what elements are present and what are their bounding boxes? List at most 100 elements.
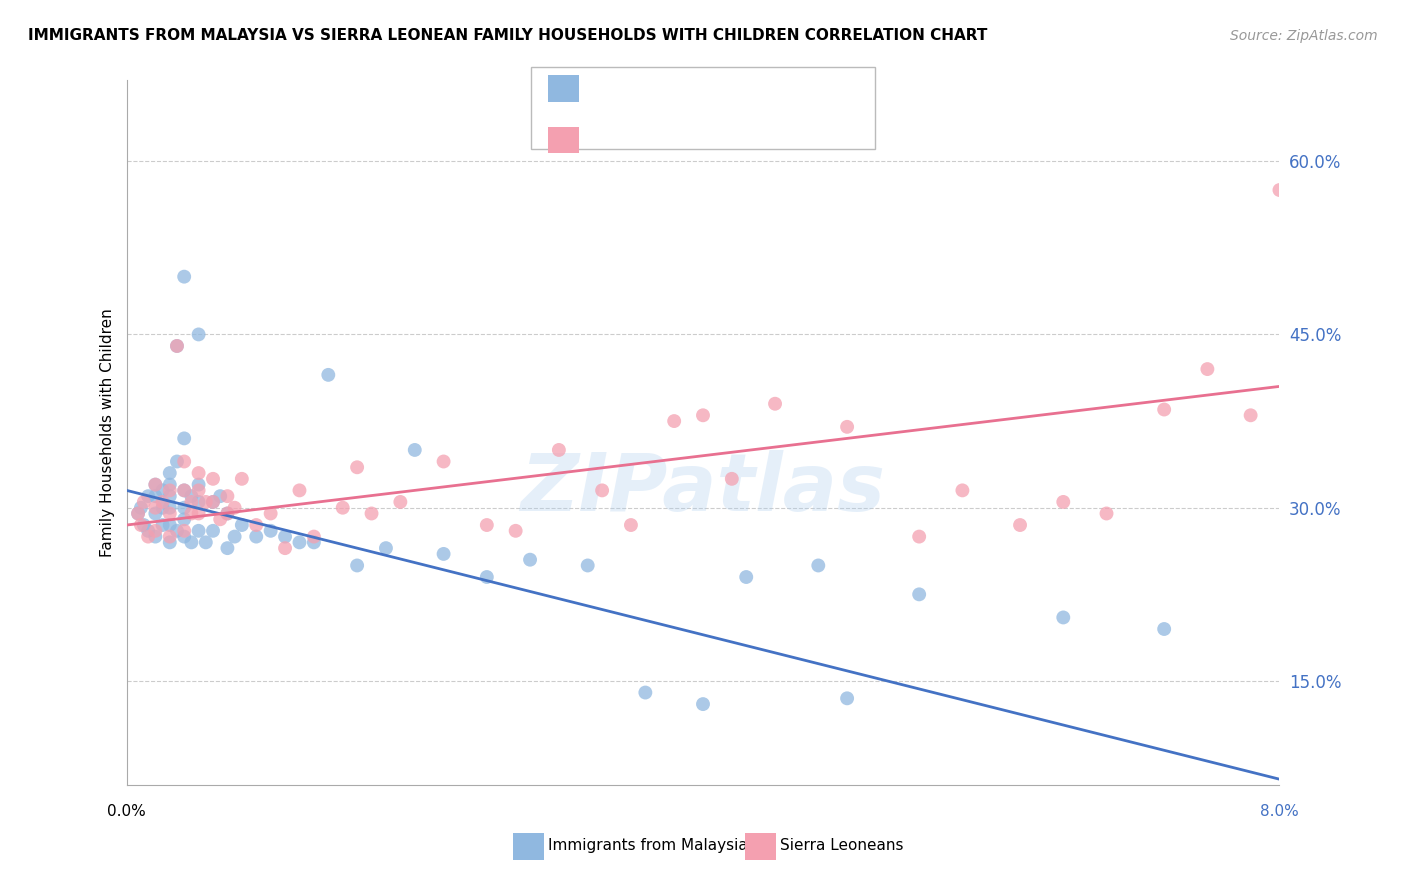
Point (202, 495, 225, 509)
Point (209, 512, 232, 526)
Text: R = -0.379   N = 62: R = -0.379 N = 62 (591, 79, 741, 94)
Point (159, 483, 181, 498)
Y-axis label: Family Households with Children: Family Households with Children (100, 309, 115, 557)
Point (145, 500, 166, 515)
Point (360, 507, 382, 521)
Text: ZIPatlas: ZIPatlas (520, 450, 886, 528)
Point (433, 454, 456, 468)
Point (763, 397, 786, 411)
Point (202, 495, 225, 509)
Point (217, 507, 239, 521)
Point (1052, 610, 1074, 624)
Point (127, 507, 149, 521)
Point (720, 472, 742, 486)
Point (807, 558, 830, 573)
Point (187, 477, 209, 491)
Point (145, 489, 166, 503)
Point (166, 524, 188, 538)
Point (1052, 495, 1074, 509)
Point (145, 507, 166, 521)
Point (194, 495, 217, 509)
Point (145, 477, 166, 491)
Point (194, 535, 217, 549)
Point (835, 691, 858, 706)
Point (173, 431, 195, 445)
Text: 0.0%: 0.0% (107, 805, 146, 819)
Point (346, 558, 368, 573)
Point (332, 500, 354, 515)
Point (1010, 518, 1032, 533)
Point (1197, 362, 1219, 376)
Point (224, 530, 246, 544)
Point (173, 483, 195, 498)
Point (136, 530, 159, 544)
Point (187, 507, 209, 521)
Point (166, 339, 188, 353)
Point (302, 530, 325, 544)
Point (1240, 409, 1263, 423)
Point (202, 524, 225, 538)
Point (735, 570, 758, 584)
Point (180, 507, 202, 521)
Text: Immigrants from Malaysia: Immigrants from Malaysia (548, 838, 748, 853)
Point (159, 530, 181, 544)
Point (145, 530, 166, 544)
Point (634, 685, 657, 699)
Point (159, 489, 181, 503)
Point (548, 442, 571, 457)
Point (152, 495, 174, 509)
Point (692, 409, 714, 423)
Point (217, 541, 239, 556)
Point (274, 530, 297, 544)
Point (136, 524, 159, 538)
Point (433, 547, 456, 561)
Point (1095, 507, 1118, 521)
Point (173, 454, 195, 468)
Point (835, 420, 858, 434)
Point (245, 530, 267, 544)
Point (318, 368, 340, 382)
Point (389, 495, 412, 509)
Point (173, 483, 195, 498)
Point (159, 477, 181, 491)
Point (274, 541, 297, 556)
Point (129, 500, 152, 515)
Point (519, 552, 541, 566)
Point (259, 507, 281, 521)
Point (187, 327, 209, 342)
Point (173, 269, 195, 284)
Point (692, 697, 714, 711)
Point (187, 524, 209, 538)
Point (132, 518, 155, 533)
Point (166, 454, 188, 468)
Point (217, 507, 239, 521)
Point (245, 518, 267, 533)
Point (166, 339, 188, 353)
Text: 8.0%: 8.0% (1260, 805, 1299, 819)
Point (1153, 622, 1175, 636)
Point (217, 489, 239, 503)
Point (152, 500, 174, 515)
Point (1153, 402, 1175, 417)
Point (152, 518, 174, 533)
Point (173, 500, 195, 515)
Point (145, 477, 166, 491)
Point (404, 442, 426, 457)
Point (620, 518, 643, 533)
Text: Source: ZipAtlas.com: Source: ZipAtlas.com (1230, 29, 1378, 43)
Point (145, 524, 166, 538)
Point (132, 495, 155, 509)
Point (231, 518, 253, 533)
Point (374, 541, 398, 556)
Point (187, 483, 209, 498)
Point (180, 489, 202, 503)
Text: R =  0.373   N = 57: R = 0.373 N = 57 (591, 131, 740, 145)
Point (505, 524, 527, 538)
Point (908, 530, 931, 544)
Point (346, 460, 368, 475)
Point (127, 507, 149, 521)
Point (302, 535, 325, 549)
Point (159, 507, 181, 521)
Point (908, 587, 931, 601)
Point (152, 483, 174, 498)
